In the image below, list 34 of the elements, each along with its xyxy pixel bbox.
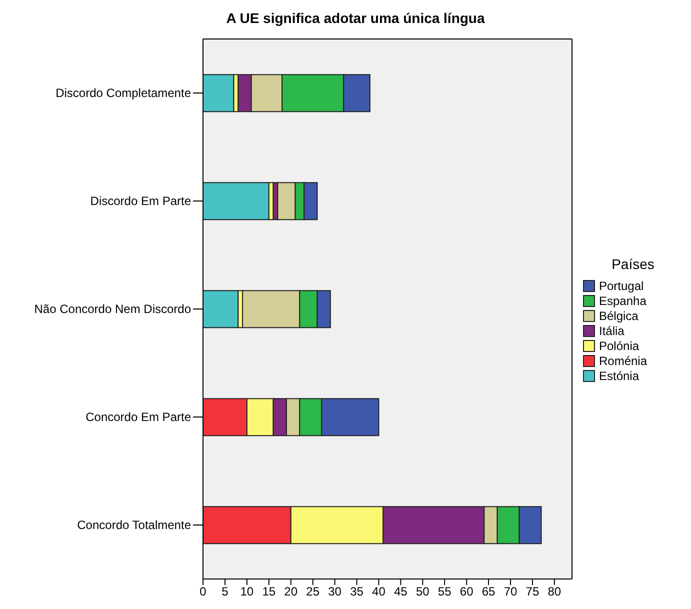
- x-tick-label: 40: [372, 584, 386, 599]
- x-tick-label: 0: [200, 584, 207, 599]
- x-tick-label: 10: [240, 584, 254, 599]
- bar: [203, 290, 239, 328]
- legend-label: Estónia: [599, 368, 640, 382]
- x-tick-label: 25: [306, 584, 320, 599]
- chart-title: A UE significa adotar uma única língua: [225, 9, 486, 28]
- bar: [203, 74, 234, 112]
- x-tick-label: 45: [394, 584, 408, 599]
- x-tick-label: 65: [482, 584, 496, 599]
- y-tick-label: Concordo Em Parte: [86, 410, 192, 424]
- x-tick-label: 55: [438, 584, 452, 599]
- legend-label: Bélgica: [599, 308, 638, 322]
- x-tick-label: 15: [262, 584, 276, 599]
- legend-label: Roménia: [599, 354, 648, 368]
- y-tick-label: Discordo Em Parte: [90, 194, 192, 208]
- x-tick-label: 20: [284, 584, 298, 599]
- legend-label: Portugal: [599, 278, 644, 292]
- x-tick-label: 75: [526, 584, 540, 599]
- y-tick-label: Concordo Totalmente: [77, 518, 192, 532]
- bar: [203, 182, 270, 220]
- x-tick-label: 50: [416, 584, 430, 599]
- legend-label: Itália: [599, 324, 624, 338]
- legend-title: Países: [610, 256, 656, 272]
- y-tick-label: Não Concordo Nem Discordo: [34, 302, 192, 316]
- x-tick-label: 30: [328, 584, 342, 599]
- x-tick-label: 60: [460, 584, 474, 599]
- x-tick-label: 5: [222, 584, 229, 599]
- x-tick-label: 35: [350, 584, 364, 599]
- x-tick-label: 80: [548, 584, 562, 599]
- x-tick-label: 70: [504, 584, 518, 599]
- y-tick-label: Discordo Completamente: [56, 86, 192, 100]
- legend-label: Espanha: [599, 294, 646, 308]
- legend-label: Polónia: [599, 338, 640, 352]
